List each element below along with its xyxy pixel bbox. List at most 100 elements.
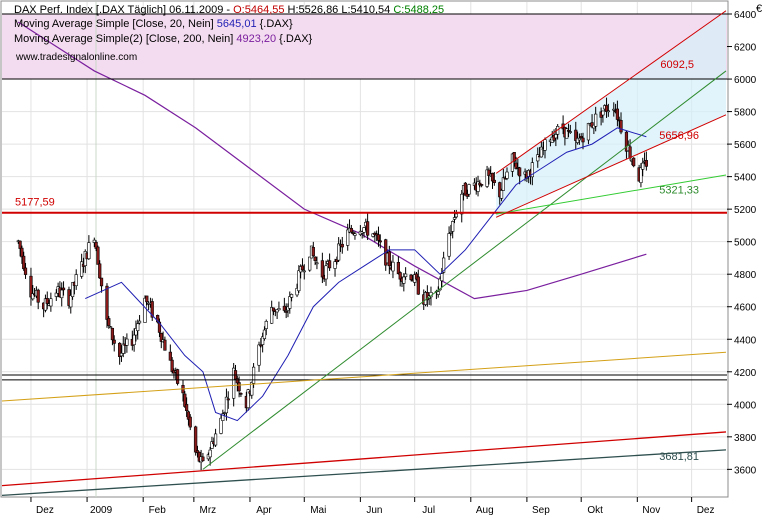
x-tick-label: Okt <box>587 505 603 516</box>
candle-body <box>398 272 402 280</box>
candle-body <box>487 169 491 176</box>
ma20-line <box>85 127 647 422</box>
plot-frame <box>0 0 729 498</box>
candle-body <box>246 389 250 409</box>
y-tick-label: 3800 <box>734 433 757 444</box>
candle-body <box>105 285 109 320</box>
candle-body <box>156 315 160 323</box>
y-tick-label: 4800 <box>734 270 757 281</box>
candle-body <box>615 108 619 120</box>
x-tick-label: Aug <box>476 505 494 516</box>
x-tick-label: Dez <box>697 505 715 516</box>
candle-body <box>512 152 516 162</box>
candle-body <box>467 184 471 195</box>
candle-body <box>335 259 339 263</box>
candle-body <box>221 413 225 421</box>
x-tick-label: Jul <box>422 505 435 516</box>
candle-body <box>74 274 78 287</box>
candle-body <box>480 184 484 186</box>
candle-body <box>639 167 643 183</box>
candle-body <box>121 343 125 354</box>
candle-body <box>201 456 205 462</box>
y-tick-label: 5600 <box>734 140 757 151</box>
uptrend-channel-fill <box>496 10 726 218</box>
x-tick-label: Mai <box>310 505 326 516</box>
candle-body <box>170 359 174 372</box>
candle-body <box>574 129 578 141</box>
candle-body <box>224 396 229 414</box>
candle-body <box>485 169 489 187</box>
candle-body <box>565 128 569 139</box>
candle-body <box>208 449 212 458</box>
candle-body <box>416 276 420 295</box>
candle-body <box>311 247 315 257</box>
candle-body <box>414 273 419 280</box>
candle-body <box>451 221 455 232</box>
candle-body <box>409 274 413 281</box>
trendlines <box>1 10 727 497</box>
candle-body <box>577 137 581 141</box>
dark-trend-label: 3681,81 <box>659 451 699 463</box>
candle-body <box>232 367 236 399</box>
candle-body <box>137 320 142 324</box>
candle-body <box>612 108 616 111</box>
candle-body <box>333 261 337 269</box>
candle-body <box>624 131 629 152</box>
candle-body <box>87 242 91 260</box>
candle-body <box>259 344 263 347</box>
y-tick-label: 5200 <box>734 205 757 216</box>
candle-body <box>136 323 140 331</box>
candle-body <box>31 293 35 300</box>
candle-body <box>70 282 75 297</box>
candle-body <box>219 417 223 434</box>
candle-body <box>175 369 180 384</box>
candle-body <box>575 137 580 143</box>
candle-body <box>539 146 543 158</box>
candle-body <box>213 433 218 446</box>
candle-body <box>454 213 458 218</box>
candle-body <box>632 157 636 167</box>
candle-body <box>536 154 540 162</box>
candle-body <box>54 292 58 297</box>
candle-body <box>490 172 495 182</box>
candle-body <box>492 179 496 183</box>
candle-body <box>442 257 446 273</box>
candle-body <box>112 339 116 344</box>
support-value-label: 5177,59 <box>15 196 55 208</box>
x-tick-label: Jun <box>366 505 382 516</box>
candle-body <box>438 278 442 291</box>
long-trend-line-dark <box>1 449 727 497</box>
candle-body <box>300 265 305 271</box>
candle-body <box>235 378 239 384</box>
candle-body <box>498 182 502 198</box>
candle-body <box>20 247 24 258</box>
candle-body <box>641 162 645 170</box>
legend-line-3: Moving Average Simple(2) [Close, 200, Ne… <box>14 33 313 45</box>
candle-body <box>185 404 189 411</box>
green-trend-label: 5321,33 <box>659 184 699 196</box>
candle-body <box>628 146 632 159</box>
candle-body <box>239 393 243 395</box>
y-tick-label: 4600 <box>734 303 757 314</box>
candle-body <box>606 110 610 113</box>
candle-body <box>324 265 328 280</box>
candle-body <box>145 295 149 303</box>
candle-body <box>99 277 104 287</box>
x-tick-label: Feb <box>149 505 167 516</box>
candle-body <box>308 256 312 271</box>
candle-body <box>45 297 49 304</box>
y-tick-label: 4000 <box>734 400 757 411</box>
legend: DAX Perf. Index [.DAX Täglich] 06.11.200… <box>14 3 762 63</box>
channel-upper-line <box>495 10 727 174</box>
candle-body <box>288 296 292 309</box>
candle-body <box>275 309 279 313</box>
y-tick-label: 5000 <box>734 238 757 249</box>
candle-body <box>125 338 129 346</box>
candle-body <box>376 234 381 241</box>
candle-body <box>530 162 534 178</box>
candle-body <box>601 110 605 116</box>
y-tick-label: 4400 <box>734 335 757 346</box>
candle-body <box>302 270 306 273</box>
candle-body <box>98 263 102 279</box>
